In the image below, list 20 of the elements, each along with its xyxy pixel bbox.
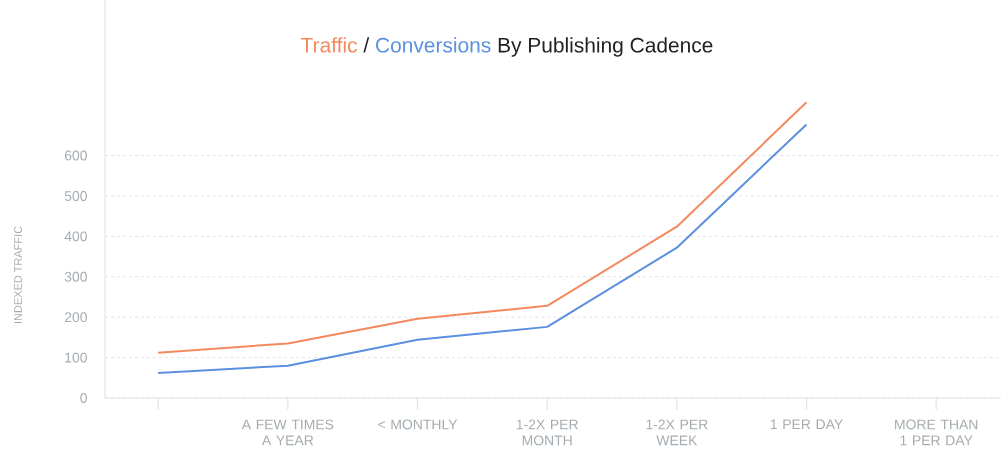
y-tick-label: 0 — [80, 393, 87, 403]
x-tick-label: A FEW TIMES A YEAR — [241, 419, 334, 446]
x-tick-label: < MONTHLY — [378, 419, 458, 430]
x-tick-label: 1-2X PER MONTH — [516, 419, 578, 446]
x-tick-label: 1-2X PER WEEK — [646, 419, 708, 446]
y-tick-label: 200 — [64, 312, 87, 323]
x-tick-label: 1 PER DAY — [770, 419, 843, 430]
line-series — [157, 123, 808, 374]
y-tick-label: 500 — [64, 191, 87, 201]
y-tick-label: 300 — [64, 271, 87, 282]
y-tick-label: 600 — [64, 150, 87, 161]
y-axis-title: INDEXED TRAFFIC — [14, 226, 22, 323]
line-series — [157, 101, 808, 354]
text: Traffic — [301, 37, 358, 53]
text: Conversions — [376, 37, 491, 53]
y-tick-label: 100 — [65, 352, 87, 363]
x-tick-label: MORE THAN 1 PER DAY — [895, 419, 978, 446]
text: By Publishing Cadence — [498, 37, 713, 57]
annotation: / — [363, 37, 370, 53]
y-tick-label: 400 — [64, 231, 87, 242]
